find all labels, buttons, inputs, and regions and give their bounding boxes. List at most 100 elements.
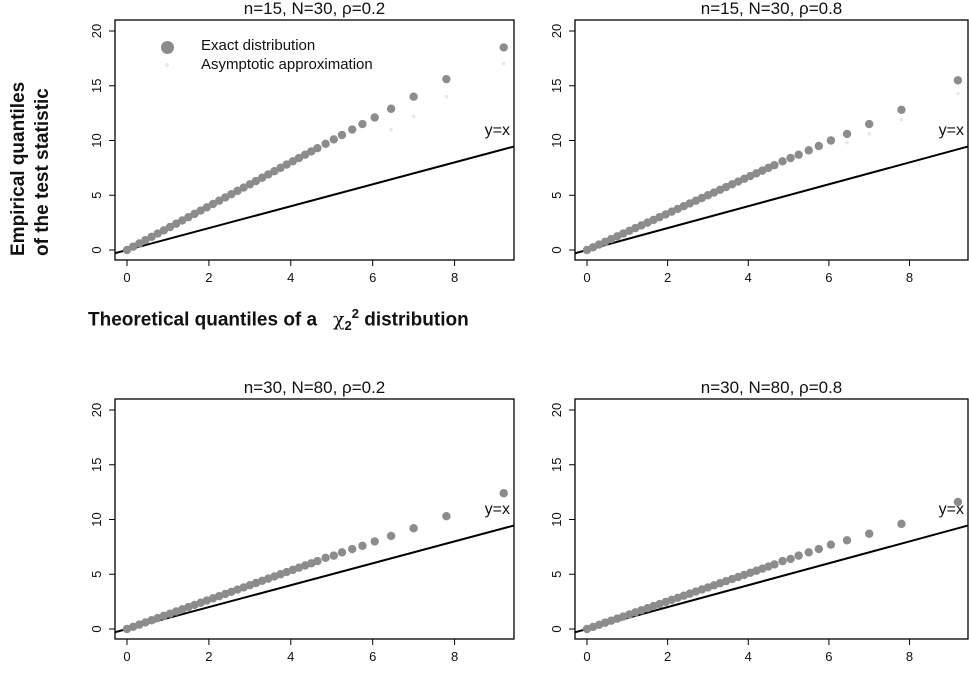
exact-point xyxy=(348,125,357,134)
x-tick-label: 0 xyxy=(583,270,590,285)
y-tick-label: 10 xyxy=(549,133,564,147)
exact-point xyxy=(770,160,779,170)
x-tick-label: 0 xyxy=(583,649,590,664)
exact-point xyxy=(442,512,451,521)
exact-point xyxy=(842,536,852,545)
exact-point xyxy=(233,186,242,196)
exact-point xyxy=(842,129,852,139)
x-tick-label: 2 xyxy=(205,270,212,285)
y-tick-label: 20 xyxy=(89,24,104,38)
x-axis-label-prefix: Theoretical quantiles of a xyxy=(88,309,318,331)
x-tick-label: 6 xyxy=(825,270,832,285)
y-tick-label: 0 xyxy=(549,246,564,253)
exact-point xyxy=(159,226,169,235)
exact-point xyxy=(358,119,367,129)
panel-1: n=15, N=30, ρ=0.2 0 2 4 6 8 0 5 10 15 20 y=x xyxy=(89,0,515,285)
reference-line-y-equals-x xyxy=(115,145,514,255)
exact-point xyxy=(122,245,132,255)
panel-title: n=30, N=80, ρ=0.2 xyxy=(244,378,386,397)
exact-point xyxy=(329,135,338,144)
exact-point xyxy=(196,206,205,215)
exact-point xyxy=(313,143,322,153)
exact-point xyxy=(865,529,874,538)
exact-point xyxy=(202,203,212,212)
y-axis-label-line2: of the test statistic xyxy=(32,88,53,256)
x-tick-label: 8 xyxy=(451,270,458,285)
exact-point xyxy=(214,196,224,205)
exact-point xyxy=(257,173,267,182)
exact-point xyxy=(239,183,248,192)
reference-line-y-equals-x xyxy=(575,145,968,255)
exact-point xyxy=(288,157,298,166)
exact-point xyxy=(778,556,787,566)
x-tick-label: 0 xyxy=(123,270,130,285)
reference-line-label: y=x xyxy=(939,122,964,139)
panel-title: n=15, N=30, ρ=0.2 xyxy=(244,0,386,18)
asymptotic-point xyxy=(411,114,416,119)
exact-point xyxy=(804,146,813,155)
chi-subscript: 2 xyxy=(344,318,352,334)
y-axis-label-line1: Empirical quantiles xyxy=(8,81,29,256)
plot-frame xyxy=(574,19,969,261)
legend-item-asymptotic: Asymptotic approximation xyxy=(155,56,373,75)
exact-point xyxy=(804,548,813,557)
x-tick-label: 8 xyxy=(906,270,913,285)
x-tick-label: 4 xyxy=(287,270,294,285)
exact-point xyxy=(227,189,236,199)
x-tick-label: 4 xyxy=(287,649,294,664)
panel-3: n=30, N=80, ρ=0.2 0 2 4 6 8 0 5 10 15 20 y=x xyxy=(89,378,515,664)
asymptotic-point xyxy=(956,91,960,96)
exact-point xyxy=(826,540,836,549)
x-tick-label: 2 xyxy=(664,649,671,664)
exact-point xyxy=(270,166,279,176)
panel-title: n=15, N=30, ρ=0.8 xyxy=(701,0,843,18)
y-tick-label: 0 xyxy=(89,246,104,253)
legend-item-exact: Exact distribution xyxy=(155,37,373,56)
y-tick-label: 5 xyxy=(89,192,104,199)
exact-point xyxy=(171,219,181,228)
y-tick-label: 10 xyxy=(89,512,104,526)
y-tick-label: 15 xyxy=(549,458,564,472)
exact-point xyxy=(276,163,285,173)
asymptotic-point xyxy=(899,117,904,122)
legend-label-asymptotic: Asymptotic approximation xyxy=(201,56,373,73)
exact-point xyxy=(264,170,273,179)
exact-point xyxy=(321,553,330,563)
x-tick-label: 6 xyxy=(369,270,376,285)
exact-point xyxy=(358,541,367,550)
legend-symbol-asymptotic xyxy=(165,63,169,67)
exact-point xyxy=(865,119,874,129)
exact-point xyxy=(953,76,963,85)
exact-point xyxy=(128,242,138,251)
exact-point xyxy=(814,544,824,554)
exact-point xyxy=(386,531,396,541)
asymptotic-point xyxy=(867,132,872,136)
reference-line-label: y=x xyxy=(485,122,510,139)
exact-point xyxy=(300,150,310,159)
exact-point xyxy=(897,519,906,529)
exact-point xyxy=(826,136,836,145)
exact-point xyxy=(321,139,330,148)
y-tick-label: 15 xyxy=(549,79,564,93)
exact-point xyxy=(370,113,379,122)
y-tick-label: 5 xyxy=(549,192,564,199)
x-axis-label-suffix: distribution xyxy=(364,309,469,331)
exact-point xyxy=(178,216,187,225)
exact-point xyxy=(814,141,824,151)
exact-point xyxy=(778,157,787,166)
x-tick-label: 8 xyxy=(451,649,458,664)
exact-point xyxy=(208,199,218,209)
exact-point xyxy=(337,130,347,140)
exact-point xyxy=(165,222,175,232)
x-tick-label: 4 xyxy=(745,649,752,664)
exact-point xyxy=(245,180,255,189)
x-tick-label: 0 xyxy=(123,649,130,664)
exact-point xyxy=(294,153,304,163)
x-tick-label: 4 xyxy=(745,270,752,285)
y-tick-label: 10 xyxy=(549,512,564,526)
x-axis-label: Theoretical quantiles of a χ22 distribut… xyxy=(88,306,469,333)
exact-point xyxy=(370,537,379,546)
exact-point xyxy=(409,92,418,101)
exact-point xyxy=(184,212,193,222)
